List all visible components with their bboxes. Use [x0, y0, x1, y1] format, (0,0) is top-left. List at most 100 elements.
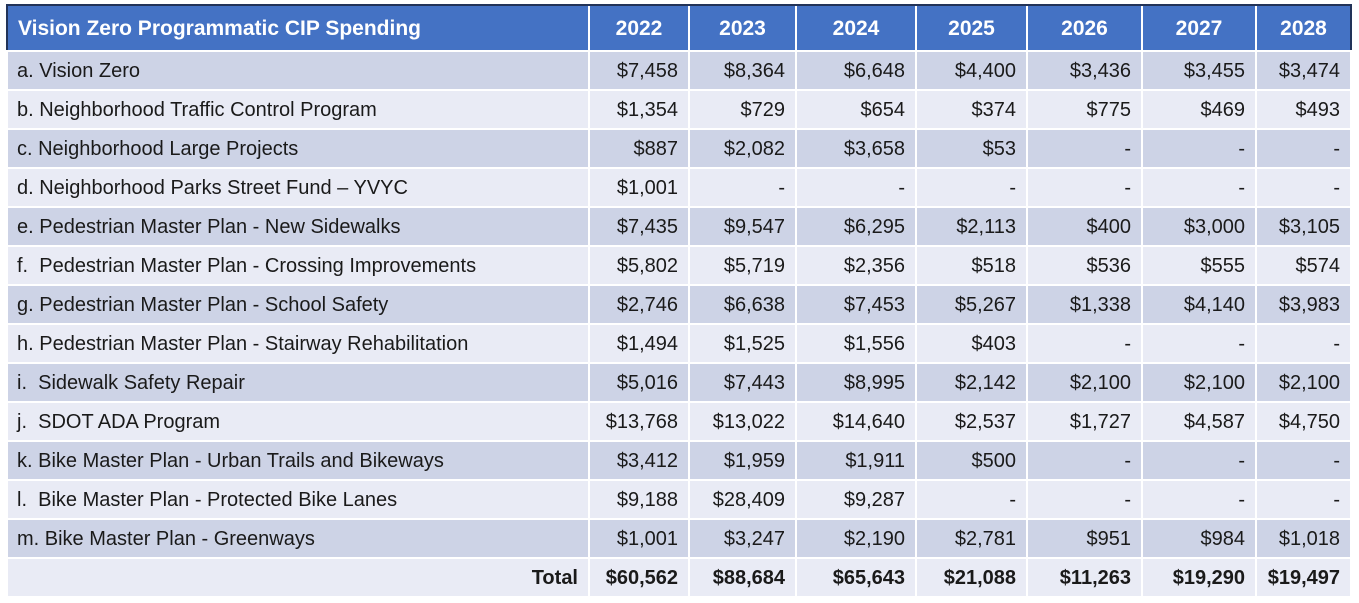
value-cell: - [1257, 169, 1350, 206]
value-cell: $3,105 [1257, 208, 1350, 245]
value-cell: - [1028, 442, 1141, 479]
value-cell: $2,100 [1257, 364, 1350, 401]
value-cell: $3,247 [690, 520, 795, 557]
value-cell: $887 [590, 130, 688, 167]
row-label: c. Neighborhood Large Projects [8, 130, 588, 167]
value-cell: $1,001 [590, 520, 688, 557]
value-cell: $9,188 [590, 481, 688, 518]
row-label: h. Pedestrian Master Plan - Stairway Reh… [8, 325, 588, 362]
value-cell: $518 [917, 247, 1026, 284]
total-value-cell: $19,497 [1257, 559, 1350, 596]
value-cell: $469 [1143, 91, 1255, 128]
value-cell: $3,983 [1257, 286, 1350, 323]
value-cell: $6,648 [797, 52, 915, 89]
value-cell: $3,412 [590, 442, 688, 479]
year-header-2024: 2024 [797, 6, 915, 50]
value-cell: $6,295 [797, 208, 915, 245]
value-cell: - [1143, 130, 1255, 167]
value-cell: $7,453 [797, 286, 915, 323]
value-cell: $5,802 [590, 247, 688, 284]
total-value-cell: $65,643 [797, 559, 915, 596]
value-cell: $536 [1028, 247, 1141, 284]
row-label: f. Pedestrian Master Plan - Crossing Imp… [8, 247, 588, 284]
row-label: l. Bike Master Plan - Protected Bike Lan… [8, 481, 588, 518]
value-cell: $1,001 [590, 169, 688, 206]
value-cell: - [1028, 169, 1141, 206]
value-cell: $2,190 [797, 520, 915, 557]
row-label: d. Neighborhood Parks Street Fund – YVYC [8, 169, 588, 206]
value-cell: - [917, 169, 1026, 206]
value-cell: - [1028, 130, 1141, 167]
year-header-2027: 2027 [1143, 6, 1255, 50]
total-value-cell: $19,290 [1143, 559, 1255, 596]
value-cell: $7,435 [590, 208, 688, 245]
value-cell: $1,727 [1028, 403, 1141, 440]
value-cell: $500 [917, 442, 1026, 479]
value-cell: $2,356 [797, 247, 915, 284]
value-cell: $493 [1257, 91, 1350, 128]
row-label: g. Pedestrian Master Plan - School Safet… [8, 286, 588, 323]
value-cell: $2,746 [590, 286, 688, 323]
value-cell: $7,443 [690, 364, 795, 401]
value-cell: $1,354 [590, 91, 688, 128]
table-title: Vision Zero Programmatic CIP Spending [8, 6, 588, 50]
value-cell: $2,082 [690, 130, 795, 167]
value-cell: $951 [1028, 520, 1141, 557]
value-cell: $2,537 [917, 403, 1026, 440]
value-cell: $654 [797, 91, 915, 128]
value-cell: - [1143, 169, 1255, 206]
value-cell: $2,142 [917, 364, 1026, 401]
value-cell: $7,458 [590, 52, 688, 89]
row-label: b. Neighborhood Traffic Control Program [8, 91, 588, 128]
total-value-cell: $60,562 [590, 559, 688, 596]
value-cell: - [1143, 442, 1255, 479]
value-cell: $984 [1143, 520, 1255, 557]
value-cell: $1,525 [690, 325, 795, 362]
value-cell: $1,338 [1028, 286, 1141, 323]
value-cell: - [1143, 325, 1255, 362]
total-value-cell: $21,088 [917, 559, 1026, 596]
value-cell: $1,556 [797, 325, 915, 362]
value-cell: $8,364 [690, 52, 795, 89]
row-label: m. Bike Master Plan - Greenways [8, 520, 588, 557]
value-cell: $8,995 [797, 364, 915, 401]
value-cell: $53 [917, 130, 1026, 167]
value-cell: - [797, 169, 915, 206]
cip-spending-table: Vision Zero Programmatic CIP Spending 202… [6, 4, 1352, 596]
value-cell: $374 [917, 91, 1026, 128]
value-cell: $1,911 [797, 442, 915, 479]
value-cell: $13,768 [590, 403, 688, 440]
value-cell: $1,494 [590, 325, 688, 362]
value-cell: $403 [917, 325, 1026, 362]
value-cell: $9,287 [797, 481, 915, 518]
value-cell: $6,638 [690, 286, 795, 323]
value-cell: - [1257, 130, 1350, 167]
value-cell: $2,100 [1028, 364, 1141, 401]
value-cell: $14,640 [797, 403, 915, 440]
value-cell: $4,140 [1143, 286, 1255, 323]
value-cell: $4,750 [1257, 403, 1350, 440]
value-cell: $555 [1143, 247, 1255, 284]
row-label: k. Bike Master Plan - Urban Trails and B… [8, 442, 588, 479]
value-cell: $4,400 [917, 52, 1026, 89]
value-cell: $2,113 [917, 208, 1026, 245]
value-cell: $775 [1028, 91, 1141, 128]
value-cell: - [1257, 442, 1350, 479]
row-label: a. Vision Zero [8, 52, 588, 89]
value-cell: $9,547 [690, 208, 795, 245]
value-cell: $3,000 [1143, 208, 1255, 245]
value-cell: - [1028, 325, 1141, 362]
value-cell: $3,436 [1028, 52, 1141, 89]
value-cell: $1,959 [690, 442, 795, 479]
value-cell: $5,267 [917, 286, 1026, 323]
value-cell: $3,474 [1257, 52, 1350, 89]
value-cell: $2,100 [1143, 364, 1255, 401]
value-cell: - [1257, 325, 1350, 362]
value-cell: $5,719 [690, 247, 795, 284]
value-cell: $3,455 [1143, 52, 1255, 89]
value-cell: $5,016 [590, 364, 688, 401]
value-cell: - [690, 169, 795, 206]
value-cell: - [1257, 481, 1350, 518]
year-header-2022: 2022 [590, 6, 688, 50]
